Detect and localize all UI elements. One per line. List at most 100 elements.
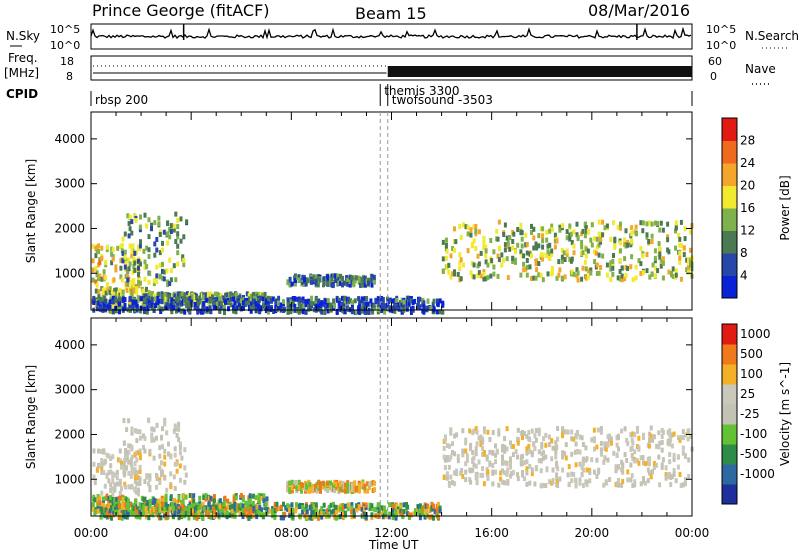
echo-cell <box>104 299 108 305</box>
echo-cell <box>512 231 516 237</box>
echo-cell <box>111 478 115 484</box>
echo-cell <box>170 297 174 303</box>
echo-cell <box>550 438 554 444</box>
echo-cell <box>118 490 122 496</box>
echo-cell <box>557 272 561 278</box>
echo-cell <box>133 486 137 492</box>
echo-cell <box>133 451 137 457</box>
echo-cell <box>409 512 413 518</box>
echo-cell <box>447 482 451 488</box>
colorbar-tick-label: 4 <box>740 269 748 283</box>
echo-cell <box>174 211 178 217</box>
echo-cell <box>111 473 115 479</box>
echo-cell <box>612 450 616 456</box>
echo-cell <box>301 505 305 510</box>
echo-cell <box>350 502 354 508</box>
echo-cell <box>678 259 682 265</box>
echo-cell <box>232 308 236 314</box>
echo-cell <box>624 228 628 234</box>
echo-cell <box>608 477 612 482</box>
echo-cell <box>344 482 347 488</box>
echo-cell <box>197 506 201 511</box>
echo-cell <box>135 457 139 463</box>
echo-cell <box>114 308 118 314</box>
colorbar-segment <box>722 384 737 405</box>
echo-cell <box>580 239 584 245</box>
echo-cell <box>618 269 622 274</box>
echo-cell <box>142 301 146 307</box>
echo-cell <box>400 304 404 310</box>
echo-cell <box>451 480 454 486</box>
echo-cell <box>352 282 356 288</box>
echo-cell <box>145 309 149 315</box>
echo-cell <box>346 482 350 488</box>
echo-cell <box>445 443 449 448</box>
echo-cell <box>262 296 265 302</box>
echo-cell <box>355 507 359 513</box>
echo-cell <box>118 287 122 293</box>
echo-cell <box>670 474 674 479</box>
echo-cell <box>107 478 111 484</box>
echo-cell <box>363 306 367 312</box>
echo-cell <box>264 298 268 304</box>
echo-cell <box>387 306 391 312</box>
echo-cell <box>438 505 442 511</box>
echo-cell <box>259 305 263 311</box>
echo-cell <box>395 507 399 513</box>
echo-cell <box>116 457 120 463</box>
echo-cell <box>479 273 483 279</box>
echo-cell <box>599 447 603 453</box>
echo-cell <box>175 461 179 467</box>
echo-cell <box>124 257 128 263</box>
echo-cell <box>566 472 570 478</box>
echo-cell <box>320 514 324 520</box>
echo-cell <box>183 506 187 512</box>
echo-cell <box>597 270 601 276</box>
echo-cell <box>322 502 326 508</box>
echo-cell <box>486 429 490 435</box>
echo-cell <box>391 298 395 304</box>
echo-cell <box>96 306 99 312</box>
echo-cell <box>368 502 372 508</box>
echo-cell <box>256 503 260 509</box>
echo-cell <box>201 501 205 507</box>
echo-cell <box>581 265 585 271</box>
echo-cell <box>145 264 149 270</box>
echo-cell <box>681 482 685 488</box>
echo-cell <box>511 470 515 476</box>
echo-cell <box>178 441 182 447</box>
echo-cell <box>152 281 156 287</box>
echo-cell <box>127 257 131 263</box>
echo-cell <box>109 463 113 469</box>
echo-cell <box>503 480 507 486</box>
echo-cell <box>453 481 457 487</box>
echo-cell <box>163 475 167 481</box>
echo-cell <box>150 302 154 308</box>
echo-cell <box>132 506 136 511</box>
echo-cell <box>127 503 131 509</box>
echo-cell <box>605 223 609 229</box>
echo-cell <box>249 294 253 300</box>
echo-cell <box>339 305 343 311</box>
echo-cell <box>188 292 191 298</box>
echo-cell <box>495 448 499 454</box>
echo-cell <box>357 296 361 302</box>
echo-cell <box>184 494 188 500</box>
echo-cell <box>162 229 166 235</box>
echo-cell <box>111 295 115 301</box>
echo-cell <box>295 486 299 492</box>
colorbar-segment <box>722 404 737 425</box>
echo-cell <box>484 259 488 265</box>
echo-cell <box>142 289 146 295</box>
echo-cell <box>233 300 237 306</box>
echo-cell <box>147 247 151 253</box>
echo-cell <box>459 257 463 263</box>
echo-cell <box>548 228 552 234</box>
echo-cell <box>650 239 654 244</box>
echo-cell <box>290 479 294 485</box>
echo-cell <box>161 275 164 281</box>
echo-cell <box>205 511 208 517</box>
echo-cell <box>128 243 132 249</box>
echo-cell <box>125 456 129 462</box>
echo-cell <box>445 248 449 254</box>
